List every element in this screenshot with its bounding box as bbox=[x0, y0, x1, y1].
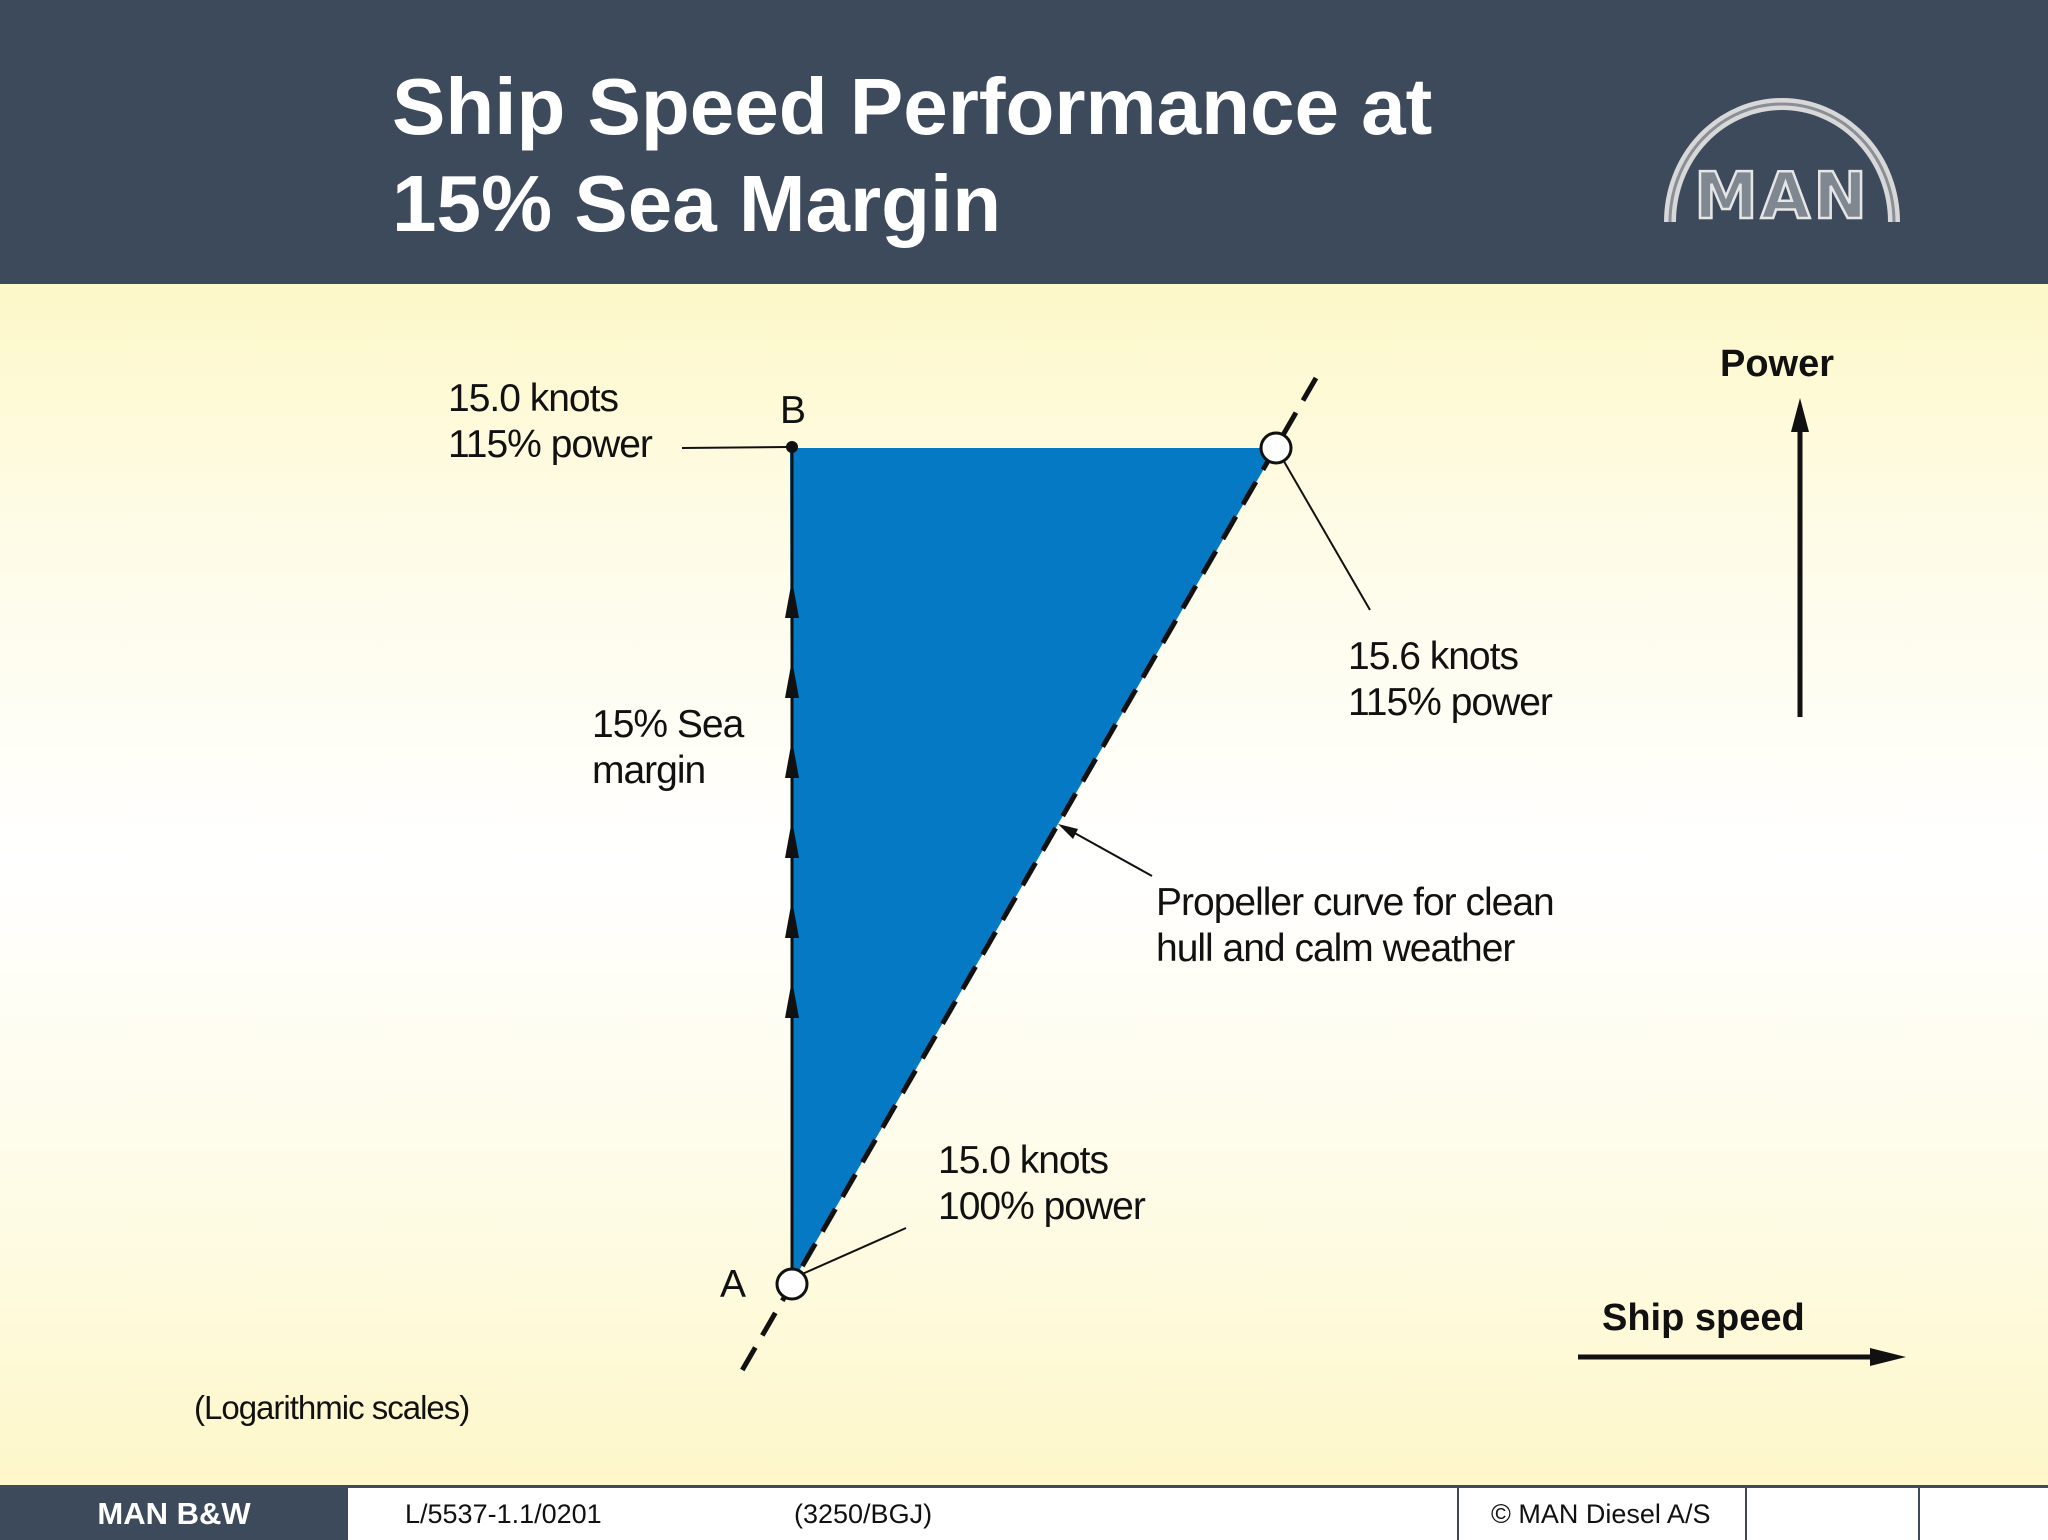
sea-margin-line-1: 15% Sea bbox=[592, 703, 744, 746]
man-logo: MAN bbox=[1664, 98, 1900, 235]
page-title: Ship Speed Performance at 15% Sea Margin bbox=[392, 58, 1432, 252]
leader-line-b bbox=[681, 446, 789, 449]
margin-arrow-icon bbox=[785, 820, 799, 858]
footer-divider bbox=[1457, 1488, 1459, 1540]
point-b-label: 15.0 knots 115% power bbox=[448, 376, 653, 468]
margin-arrow-icon bbox=[785, 900, 799, 938]
footer-divider bbox=[1745, 1488, 1747, 1540]
point-a-letter: A bbox=[720, 1263, 746, 1306]
propeller-curve-line-2: hull and calm weather bbox=[1156, 927, 1515, 970]
point-c-power: 115% power bbox=[1348, 681, 1553, 724]
title-line-2: 15% Sea Margin bbox=[392, 159, 1002, 248]
power-arrow-icon bbox=[1791, 398, 1809, 432]
title-line-1: Ship Speed Performance at bbox=[392, 62, 1433, 151]
point-a-speed: 15.0 knots bbox=[938, 1139, 1109, 1182]
power-speed-diagram bbox=[681, 376, 1906, 1376]
point-c-marker bbox=[1259, 431, 1293, 465]
diagram-area: 15.0 knots 115% power B 15.6 knots 115% … bbox=[0, 284, 2048, 1485]
leader-line-c bbox=[1281, 457, 1371, 611]
leader-line-curve bbox=[1061, 825, 1153, 877]
leader-line-a bbox=[799, 1227, 907, 1276]
footer-bar: MAN B&W L/5537-1.1/0201 (3250/BGJ) © MAN… bbox=[0, 1485, 2048, 1540]
logo-text: MAN bbox=[1694, 160, 1870, 234]
curve-pointer-icon bbox=[1058, 824, 1078, 839]
point-c-speed: 15.6 knots bbox=[1348, 635, 1519, 678]
point-b-letter: B bbox=[780, 389, 806, 432]
header-bar: Ship Speed Performance at 15% Sea Margin… bbox=[0, 0, 2048, 284]
scale-note: (Logarithmic scales) bbox=[194, 1389, 470, 1426]
speed-arrow-icon bbox=[1870, 1348, 1906, 1366]
margin-arrow-icon bbox=[785, 660, 799, 698]
point-a-label: 15.0 knots 100% power bbox=[938, 1138, 1146, 1230]
propeller-curve-label: Propeller curve for clean hull and calm … bbox=[1156, 880, 1555, 972]
footer-code: (3250/BGJ) bbox=[794, 1499, 933, 1529]
sea-margin-arrows bbox=[785, 580, 799, 1018]
footer-doc-ref: L/5537-1.1/0201 bbox=[405, 1499, 602, 1529]
propeller-curve-line-1: Propeller curve for clean bbox=[1156, 881, 1555, 924]
margin-arrow-icon bbox=[785, 740, 799, 778]
point-b-power: 115% power bbox=[448, 423, 653, 466]
point-b-speed: 15.0 knots bbox=[448, 377, 619, 420]
margin-arrow-icon bbox=[785, 580, 799, 618]
footer-brand: MAN B&W bbox=[0, 1488, 348, 1540]
sea-margin-line-2: margin bbox=[592, 749, 706, 792]
point-b-marker bbox=[786, 441, 798, 453]
point-a-marker bbox=[775, 1267, 809, 1301]
point-a-power: 100% power bbox=[938, 1185, 1146, 1228]
footer-divider bbox=[1918, 1488, 1920, 1540]
speed-axis-label: Ship speed bbox=[1602, 1297, 1805, 1339]
point-c-label: 15.6 knots 115% power bbox=[1348, 634, 1553, 726]
margin-arrow-icon bbox=[785, 980, 799, 1018]
sea-margin-label: 15% Sea margin bbox=[592, 702, 744, 794]
propeller-curve-line bbox=[737, 376, 1319, 1376]
footer-copyright: © MAN Diesel A/S bbox=[1491, 1499, 1711, 1529]
power-axis-label: Power bbox=[1720, 343, 1835, 385]
